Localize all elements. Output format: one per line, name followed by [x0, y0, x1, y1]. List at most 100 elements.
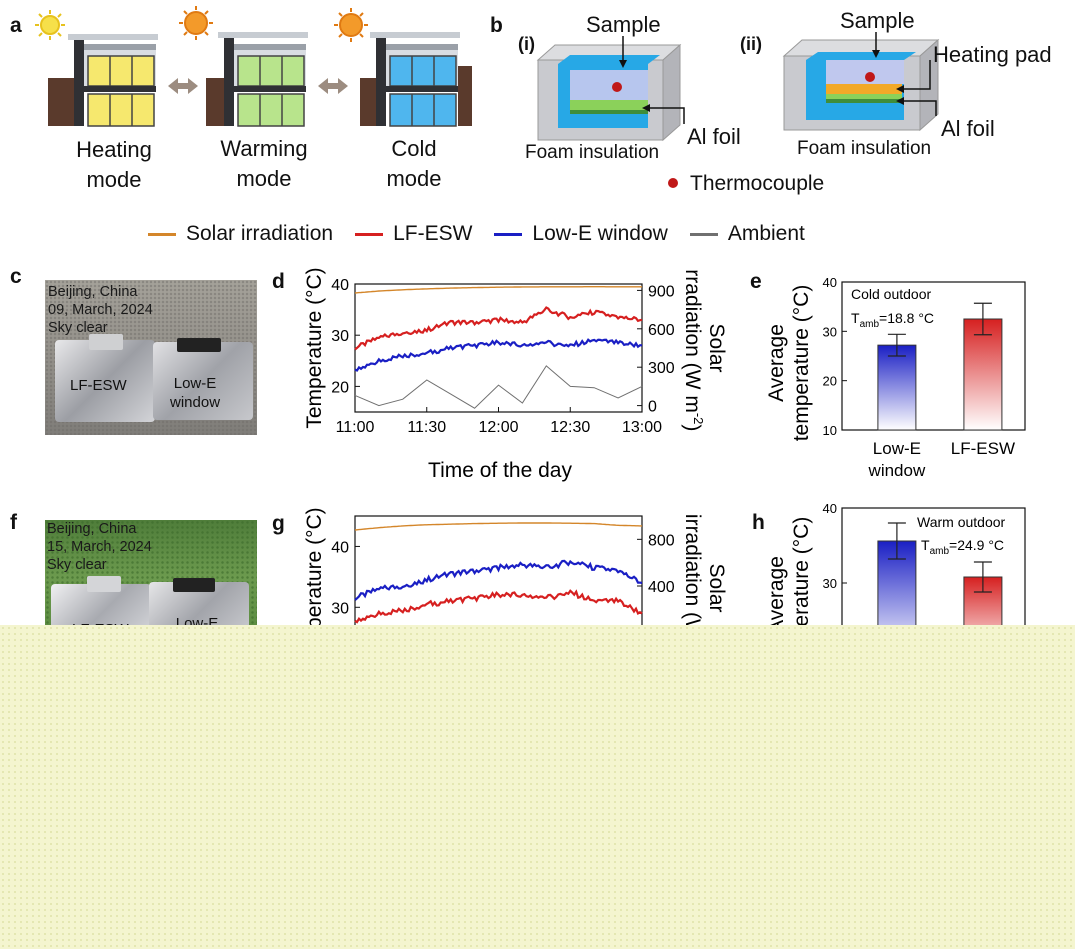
- series-line-low-e-window: [354, 338, 643, 372]
- heating-pad-label: Heating pad: [933, 42, 1052, 67]
- photo-c-box1-label: LF-ESW: [70, 377, 127, 394]
- legend-item-lowe: Low-E window: [494, 222, 668, 246]
- y2-axis-title-line2: irradiation (W m-2): [681, 268, 706, 431]
- photo-caption-line: 15, March, 2024: [47, 539, 152, 555]
- y-tick-label: 40: [331, 539, 349, 556]
- legend-item-lfesw: LF-ESW: [355, 222, 472, 246]
- sample-label-i: Sample: [586, 12, 661, 37]
- lfesw-box: [55, 340, 155, 422]
- panel-letter-d: d: [272, 270, 285, 293]
- y-axis-title-line2: temperature (°C): [790, 285, 813, 442]
- photo-caption-line: 09, March, 2024: [48, 302, 153, 318]
- annotation-line2: Tamb=24.9 °C: [921, 537, 1004, 557]
- y-axis-title-line1: Average: [765, 324, 788, 402]
- x-tick-label: 11:00: [336, 419, 375, 436]
- legend-swatch: [148, 232, 176, 236]
- y-axis-title-line2: temperature (°C): [790, 517, 813, 625]
- lfesw-sample: [87, 576, 121, 592]
- plot-frame: [841, 281, 1026, 431]
- series-line-low-e-window: [354, 559, 643, 601]
- mode-label-line: mode: [236, 166, 292, 191]
- panel-letter-a: a: [10, 14, 22, 37]
- photo-caption-line: Sky clear: [48, 320, 108, 336]
- y-tick-label: 30: [823, 576, 837, 591]
- annotation-sub: amb: [860, 319, 880, 330]
- chart-e-bars: Low-E window LF-ESW 10 20 30 40: [823, 275, 1015, 480]
- y-axis-title: Temperature (°C): [303, 268, 326, 429]
- bar-low-e-window: [877, 344, 917, 431]
- annotation-line1: Cold outdoor: [851, 286, 932, 302]
- x-tick-label: 13:00: [622, 419, 662, 436]
- mode-label-line: Cold: [391, 136, 437, 161]
- y2-tick-label: 800: [648, 532, 675, 549]
- y-tick-label: 40: [823, 275, 837, 290]
- foam-insulation-label-ii: Foam insulation: [797, 138, 932, 159]
- building-heating-mode: [48, 34, 158, 127]
- photo-caption-line: Beijing, China: [48, 284, 138, 300]
- lfesw-sample: [89, 334, 123, 350]
- setup-i: [536, 43, 682, 142]
- mode-label-cold: Cold mode: [354, 134, 474, 194]
- mode-label-heating: Heating mode: [54, 135, 174, 195]
- panel-letter-g: g: [272, 512, 285, 535]
- chart-d-series: [354, 286, 643, 409]
- x-tick-label: 11:30: [407, 419, 446, 436]
- y2-label-sup: -2: [691, 413, 706, 425]
- panel-a-illustration: [35, 6, 472, 127]
- building-warming-mode: [206, 32, 308, 127]
- legend-item-solar: Solar irradiation: [148, 222, 333, 246]
- panel-letter-e: e: [750, 270, 762, 293]
- foam-insulation-label-i: Foam insulation: [525, 142, 660, 163]
- x-tick-label: 12:00: [478, 419, 518, 436]
- chart-e: Low-E window LF-ESW 10 20 30 40 Cold outdoor T…: [765, 275, 1026, 480]
- annotation-t: T: [921, 537, 930, 553]
- thermocouple-dot: [865, 72, 875, 82]
- legend-label: Low-E window: [532, 222, 668, 245]
- chart-g: 30400400800 Temperature (°C) Solar irrad…: [303, 508, 728, 625]
- panel-letter-b: b: [490, 14, 503, 37]
- y2-tick-label: 0: [648, 399, 657, 416]
- annotation-t: T: [851, 310, 860, 326]
- setup-ii: [782, 38, 940, 132]
- sample-label-ii: Sample: [840, 8, 915, 33]
- sub-label-i: (i): [518, 34, 535, 54]
- building-cold-mode: [360, 32, 472, 127]
- mode-label-line: Heating: [76, 137, 152, 162]
- series-line-ambient: [354, 365, 643, 409]
- y2-tick-label: 300: [648, 360, 675, 377]
- panel-b-illustration: [536, 32, 940, 188]
- y-tick-label: 30: [331, 328, 349, 345]
- annotation-line1: Warm outdoor: [917, 514, 1006, 530]
- series-line-lf-esw: [354, 589, 643, 624]
- thermocouple-label: Thermocouple: [690, 172, 825, 195]
- photo-caption-line: Sky clear: [47, 557, 107, 573]
- y2-tick-label: 600: [648, 322, 675, 339]
- legend-swatch: [355, 232, 384, 236]
- double-arrow-icon: [318, 78, 348, 94]
- y-tick-label: 20: [823, 374, 837, 389]
- chart-legend: Solar irradiation LF-ESW Low-E window Am…: [148, 222, 827, 246]
- annotation-line2: Tamb=18.8 °C: [851, 310, 934, 330]
- annotation-sub: amb: [930, 546, 950, 557]
- legend-label: LF-ESW: [393, 222, 473, 245]
- y2-label-main: irradiation (W m: [681, 268, 704, 413]
- al-foil-label-ii: Al foil: [941, 116, 995, 141]
- plot-frame: [354, 283, 643, 413]
- annotation-rest: =24.9 °C: [949, 537, 1004, 553]
- y2-axis-title-line1: Solar: [705, 563, 728, 612]
- thermocouple-dot: [612, 82, 622, 92]
- photo-f-caption: Beijing, China 15, March, 2024 Sky clear: [47, 520, 152, 574]
- sun-icon: [35, 10, 65, 40]
- legend-swatch: [689, 232, 718, 236]
- y-tick-label: 30: [823, 324, 837, 339]
- legend-label: Solar irradiation: [186, 222, 334, 245]
- mode-label-warming: Warming mode: [204, 134, 324, 194]
- lowe-sample: [173, 578, 215, 592]
- mode-label-line: mode: [86, 167, 142, 192]
- panel-letter-f: f: [10, 511, 17, 534]
- photo-c-box2-label: Low-E window: [170, 374, 220, 412]
- mode-label-line: Warming: [220, 136, 308, 161]
- chart-d: 20 30 40 0 300 600 900 11:00 11:30 12:00 12:30 13:0…: [303, 268, 728, 482]
- chart-d-axes: 20 30 40 0 300 600 900 11:00 11:30 12:00 12:30 13:0…: [331, 277, 675, 436]
- x-category-label: window: [868, 461, 926, 480]
